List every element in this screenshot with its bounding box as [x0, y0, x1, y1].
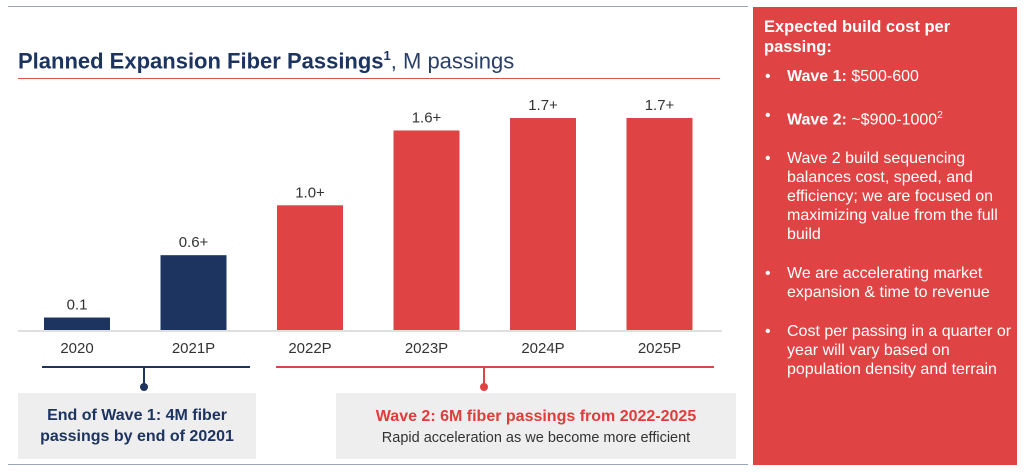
bullet-text: $500-600	[851, 68, 919, 85]
bullet-bold: Wave 1:	[787, 68, 852, 85]
bullet-glyph: •	[765, 323, 771, 341]
wave1-bracket-dot	[140, 383, 148, 391]
bar-2023P	[393, 130, 460, 330]
bar-value-label-2022P: 1.0+	[295, 184, 325, 201]
x-tick-label-2021P: 2021P	[172, 340, 215, 357]
panel-heading: Expected build cost per passing:	[764, 18, 951, 56]
top-rule	[8, 6, 748, 7]
bar-2025P	[626, 118, 693, 330]
bullet-build-sequencing: • Wave 2 build sequencing balances cost, …	[753, 149, 1015, 244]
bar-value-label-2020: 0.1	[67, 297, 88, 314]
bar-2024P	[510, 118, 576, 330]
wave1-bracket-tick	[143, 366, 145, 386]
bullet-glyph: •	[765, 68, 771, 85]
bar-value-label-2025P: 1.7+	[645, 97, 675, 114]
wave2-callout-title: Wave 2: 6M fiber passings from 2022-2025	[375, 408, 697, 425]
bar-value-label-2021P: 0.6+	[179, 234, 209, 251]
wave2-bracket-tick	[483, 366, 485, 386]
bullet-glyph: •	[765, 265, 771, 283]
bottom-rule	[8, 464, 748, 465]
title-underline	[18, 78, 720, 79]
build-cost-panel: Expected build cost per passing: • Wave 1…	[753, 7, 1017, 465]
x-tick-label-2024P: 2024P	[521, 340, 564, 357]
wave2-bracket-dot	[480, 383, 488, 391]
bullet-glyph: •	[765, 150, 771, 168]
bar-2020	[44, 317, 110, 330]
bullet-accelerating: • We are accelerating market expansion & …	[753, 264, 1015, 302]
bullet-text: ~$900-1000	[851, 111, 938, 129]
bullet-bold: Wave 2:	[787, 111, 852, 129]
wave1-callout-box	[18, 393, 256, 459]
wave2-bracket-line	[276, 366, 714, 368]
bullet-text: Cost per passing in a quarter or year wi…	[787, 323, 1012, 379]
bullet-cost-variation: • Cost per passing in a quarter or year w…	[753, 322, 1015, 379]
chart-title-footnote: 1	[383, 48, 391, 63]
chart-title-main: Planned Expansion Fiber Passings	[18, 48, 384, 74]
bar-2022P	[277, 205, 343, 330]
bullet-wave2-cost: • Wave 2: ~$900-10002	[753, 106, 1015, 129]
wave1-callout-text: End of Wave 1: 4M fiber passings by end …	[18, 405, 256, 447]
wave2-callout-box	[336, 393, 736, 459]
chart-title-unit: , M passings	[390, 48, 515, 74]
x-tick-label-2023P: 2023P	[405, 340, 448, 357]
x-tick-label-2025P: 2025P	[638, 340, 681, 357]
bullet-footnote: 2	[937, 110, 943, 121]
bar-value-label-2023P: 1.6+	[412, 109, 442, 126]
x-tick-label-2020: 2020	[60, 340, 93, 357]
wave1-line1: End of Wave 1: 4M fiber	[47, 407, 227, 424]
wave1-bracket-line	[42, 366, 250, 368]
bullet-glyph: •	[765, 107, 771, 124]
chart-title: Planned Expansion Fiber Passings1, M pas…	[18, 48, 514, 74]
bullet-wave1-cost: • Wave 1: $500-600	[753, 67, 1015, 86]
wave2-callout-subtitle: Rapid acceleration as we become more eff…	[381, 430, 691, 446]
bar-chart: 0.1 2020 0.6+ 2021P 1.0+ 2022P 1.6+ 2023P 1.7+ 20…	[18, 97, 722, 357]
x-tick-label-2022P: 2022P	[288, 340, 331, 357]
wave1-line2: passings by end of 20201	[40, 428, 234, 445]
bar-2021P	[160, 255, 227, 330]
panel-bullet-list: • Wave 1: $500-600 • Wave 2: ~$900-10002 •…	[753, 67, 1015, 399]
bar-value-label-2024P: 1.7+	[528, 97, 558, 114]
bullet-text: Wave 2 build sequencing balances cost, s…	[787, 150, 998, 244]
bullet-text: We are accelerating market expansion & t…	[787, 265, 990, 302]
